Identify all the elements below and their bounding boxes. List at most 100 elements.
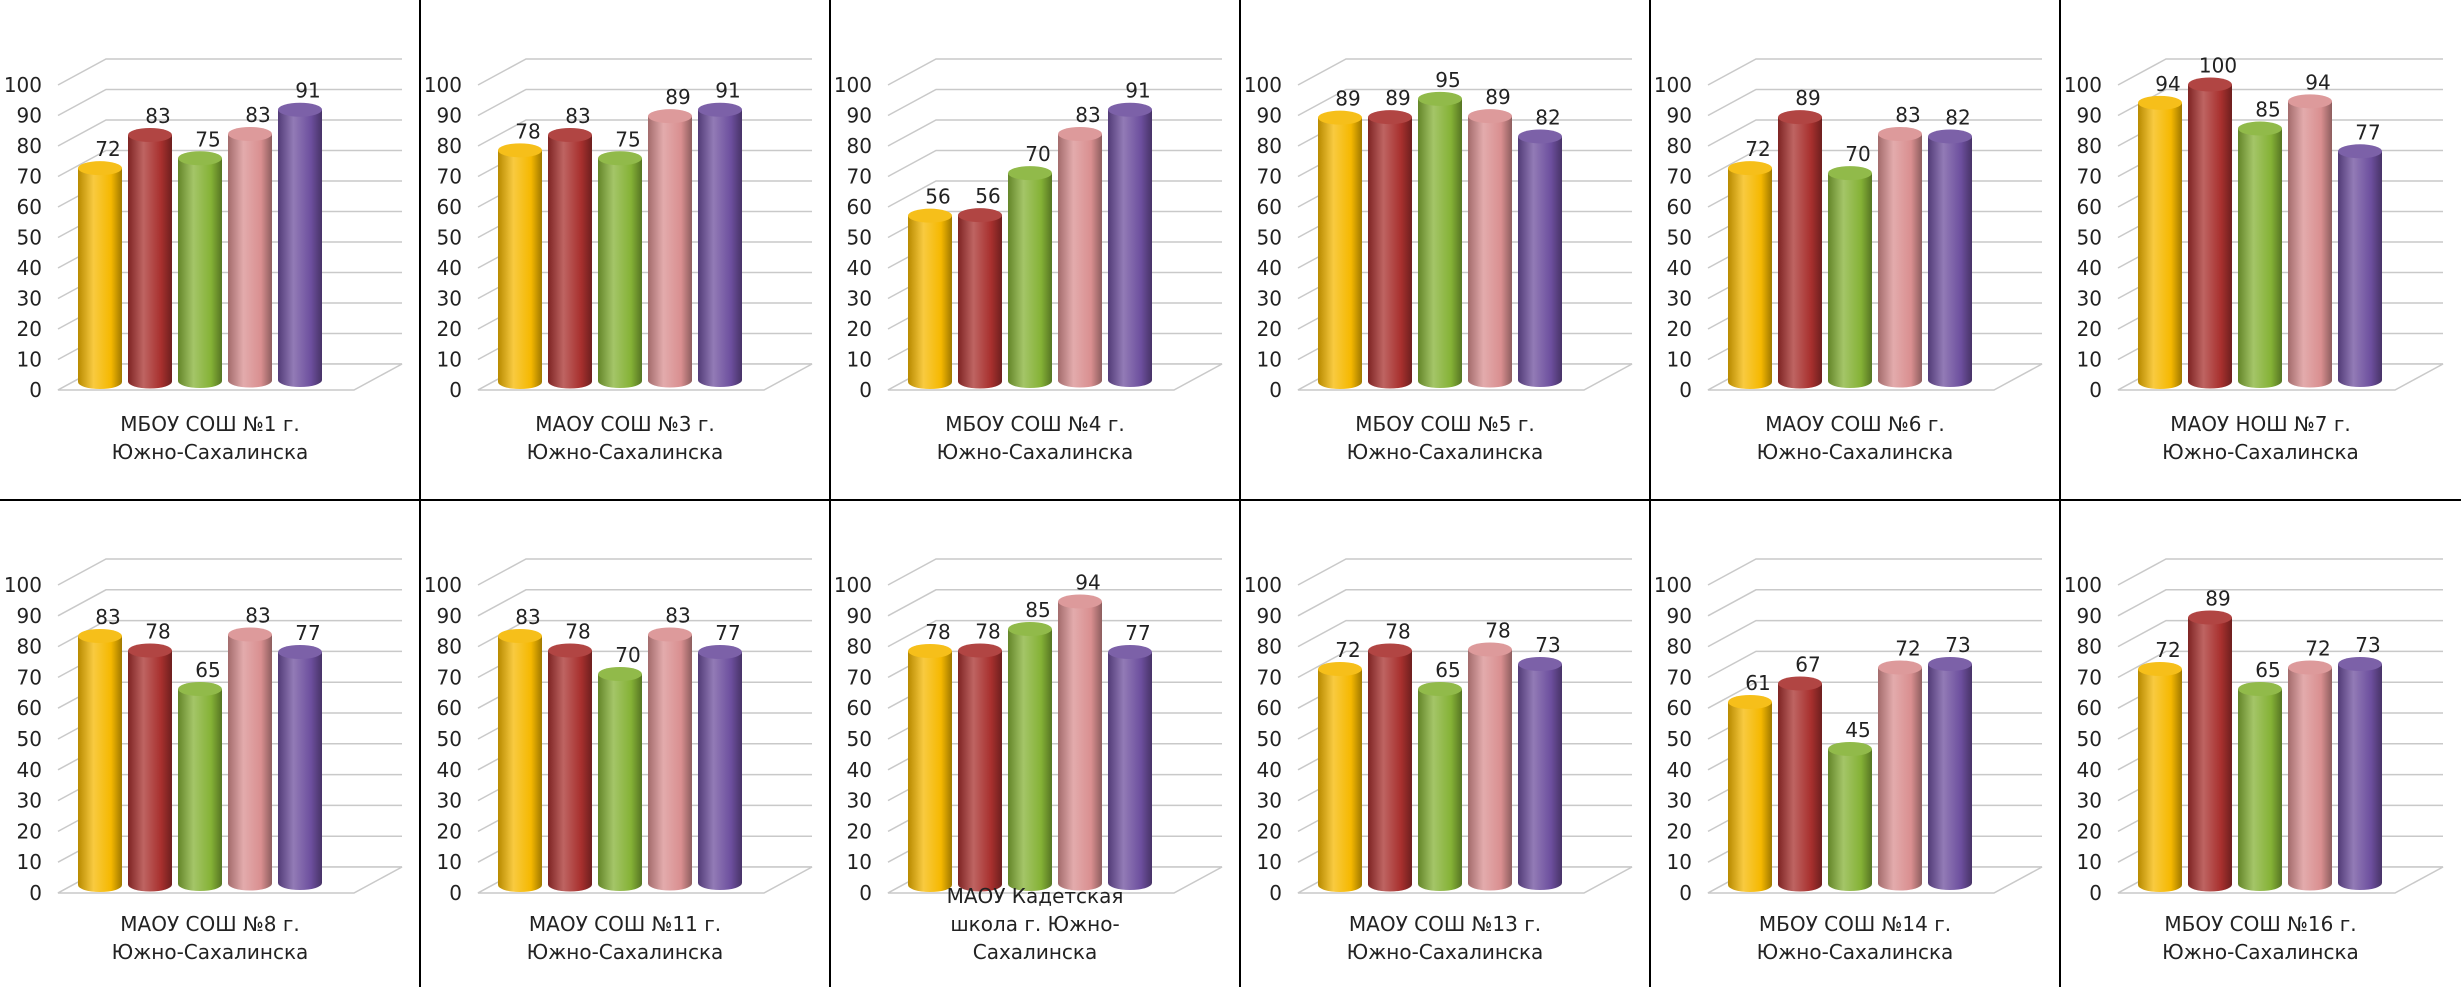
data-label: 70: [615, 643, 640, 667]
y-tick-label: 40: [2077, 758, 2102, 782]
bar: [598, 151, 642, 388]
bar-body: [548, 134, 592, 389]
gridline: [2117, 58, 2443, 86]
y-axis: 0 10 20 30 40 50 60 70 80 90 100: [1654, 73, 1692, 402]
y-tick-label: 80: [1257, 635, 1282, 659]
bar: [2338, 657, 2382, 890]
chart-title-line: МАОУ СОШ №3 г.: [535, 412, 715, 436]
bar-top: [1728, 695, 1772, 709]
bar-body: [2288, 101, 2332, 388]
data-label: 83: [565, 104, 590, 128]
data-label: 91: [1125, 79, 1150, 103]
y-tick-label: 100: [1244, 573, 1282, 597]
bar-chart: 0 10 20 30 40 50 60 70 80 90 100 89 89 95 89 82: [1244, 58, 1633, 402]
y-tick-label: 0: [1679, 378, 1692, 402]
bar-top: [1368, 110, 1412, 125]
data-label: 75: [615, 127, 640, 151]
y-tick-label: 10: [437, 348, 462, 372]
panel-divider-vertical: [419, 0, 421, 987]
y-tick-label: 40: [1257, 256, 1282, 280]
y-tick-label: 20: [847, 317, 872, 341]
gridline: [57, 589, 402, 617]
bar-top: [498, 629, 542, 643]
bar-top: [2188, 610, 2232, 625]
gridline: [57, 619, 402, 648]
bar-body: [1058, 601, 1102, 891]
chart-title-line: Южно-Сахалинска: [111, 940, 309, 964]
gridline: [2117, 558, 2443, 586]
bar-body: [178, 158, 222, 388]
bar-top: [958, 643, 1002, 658]
y-tick-label: 30: [1667, 287, 1692, 311]
data-label: 91: [295, 79, 320, 103]
panel-divider-vertical: [1649, 0, 1651, 987]
gridline: [1707, 650, 2042, 679]
y-tick-label: 80: [437, 635, 462, 659]
gridline: [477, 558, 812, 586]
y-tick-label: 0: [29, 881, 42, 905]
bar: [1928, 657, 1972, 890]
data-label: 85: [2255, 98, 2280, 122]
bar: [128, 127, 172, 389]
bar-body: [1108, 109, 1152, 387]
y-tick-label: 30: [847, 287, 872, 311]
bar-body: [1468, 116, 1512, 388]
bar: [2188, 77, 2232, 389]
bar-chart: 0 10 20 30 40 50 60 70 80 90 100 61 67 45 72 73: [1654, 558, 2043, 905]
gridline: [887, 88, 1222, 117]
bar: [2238, 121, 2282, 389]
y-tick-label: 0: [2089, 378, 2102, 402]
y-tick-label: 60: [437, 195, 462, 219]
data-label: 83: [245, 604, 270, 628]
y-tick-label: 70: [2077, 665, 2102, 689]
bar-body: [1418, 98, 1462, 388]
bar-chart: 0 10 20 30 40 50 60 70 80 90 100 83 78 70 83 77: [424, 558, 813, 905]
y-tick-label: 80: [2077, 635, 2102, 659]
bar: [1108, 102, 1152, 387]
bar-body: [958, 215, 1002, 389]
bar-body: [2288, 667, 2332, 891]
bar-top: [1468, 642, 1512, 657]
chart-title: МБОУ СОШ №16 г. Южно-Сахалинска: [2060, 910, 2461, 966]
y-tick-label: 50: [2077, 727, 2102, 751]
bar-top: [1008, 166, 1052, 181]
gridline: [1707, 558, 2042, 586]
y-tick-label: 10: [2077, 348, 2102, 372]
bar-top: [1728, 161, 1772, 176]
bar: [228, 126, 272, 388]
data-label: 77: [295, 621, 320, 645]
bar: [958, 643, 1002, 892]
bar-body: [1728, 702, 1772, 892]
chart-title-line: МАОУ СОШ №8 г.: [120, 912, 300, 936]
y-tick-label: 90: [17, 604, 42, 628]
bar-body: [908, 215, 952, 389]
bar-top: [548, 127, 592, 142]
bar: [1418, 91, 1462, 388]
y-tick-label: 100: [424, 573, 462, 597]
y-tick-label: 90: [1667, 104, 1692, 128]
bar-body: [1008, 629, 1052, 891]
y-tick-label: 30: [437, 287, 462, 311]
bar-body: [1778, 117, 1822, 389]
bar-top: [2288, 94, 2332, 109]
data-label: 85: [1025, 598, 1050, 622]
bar: [548, 127, 592, 389]
y-tick-label: 70: [1667, 165, 1692, 189]
y-tick-label: 80: [1257, 134, 1282, 158]
bar-top: [548, 643, 592, 658]
y-tick-label: 70: [1257, 165, 1282, 189]
y-tick-label: 20: [437, 317, 462, 341]
chart-panel: 0 10 20 30 40 50 60 70 80 90 100 72 89 65 72 73 МБОУ СОШ…: [2060, 500, 2461, 987]
bar-top: [1008, 622, 1052, 636]
chart-panel: 0 10 20 30 40 50 60 70 80 90 100 83 78 65 83 77 МАОУ СОШ…: [0, 500, 420, 987]
y-tick-label: 80: [847, 635, 872, 659]
chart-title-line: Южно-Сахалинска: [2162, 940, 2359, 964]
bar: [908, 644, 952, 892]
data-label: 94: [1075, 571, 1100, 595]
bar-body: [2188, 84, 2232, 389]
data-label: 70: [1845, 142, 1870, 166]
gridline: [2117, 619, 2443, 648]
data-label: 77: [1125, 621, 1150, 645]
chart-title: МАОУ НОШ №7 г. Южно-Сахалинска: [2060, 410, 2461, 466]
y-tick-label: 30: [2077, 789, 2102, 813]
